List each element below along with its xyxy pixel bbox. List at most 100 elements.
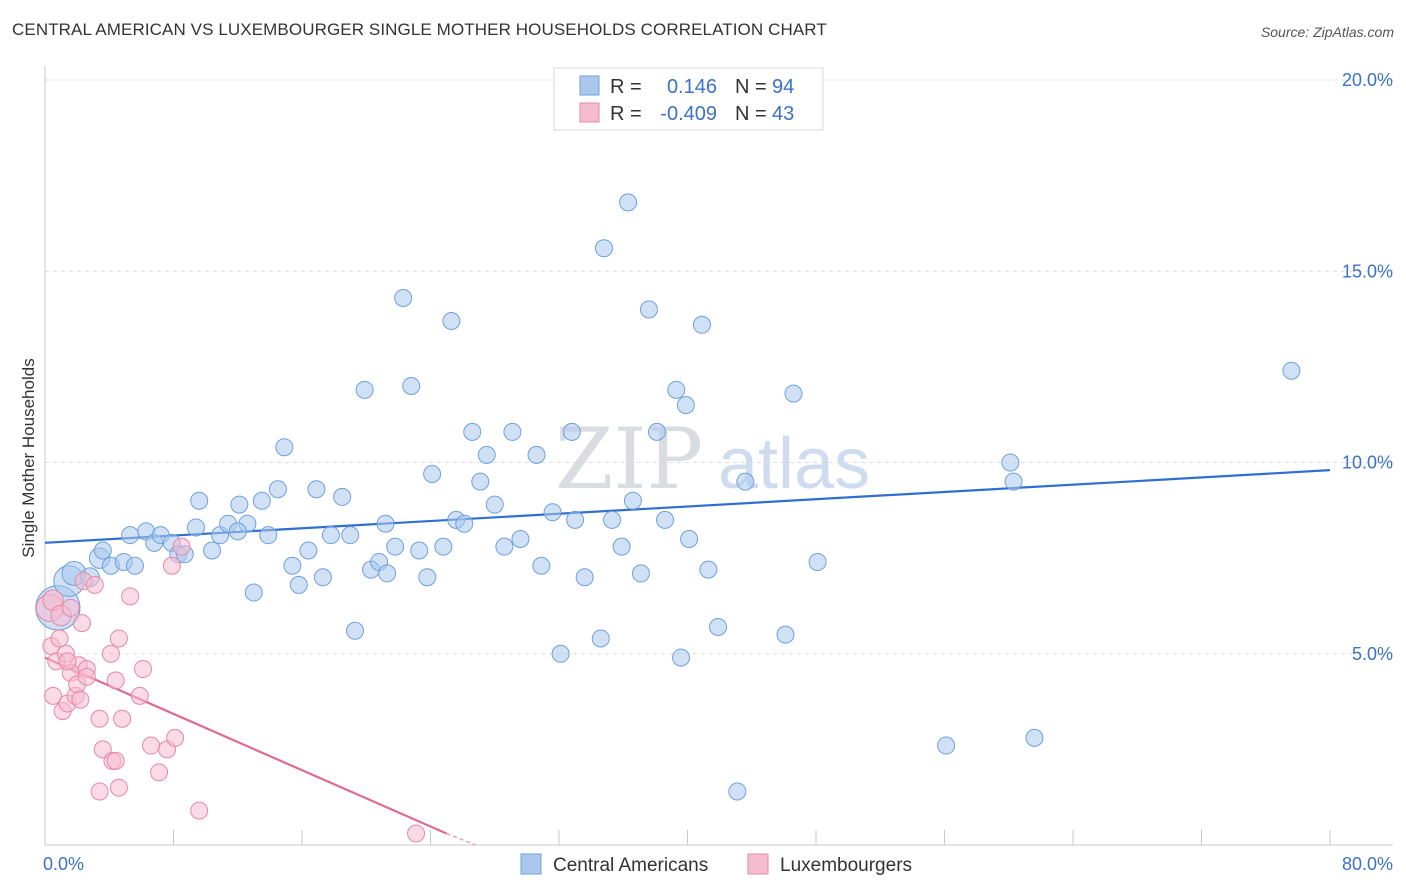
point-0-67 <box>612 537 631 556</box>
legend-swatch-central <box>579 75 600 96</box>
point-0-44 <box>418 568 437 587</box>
point-0-69 <box>623 491 642 510</box>
watermark: ZIP atlas <box>555 410 870 508</box>
point-0-27 <box>275 438 294 457</box>
point-1-37 <box>85 575 104 594</box>
point-0-32 <box>313 568 332 587</box>
chart-title: CENTRAL AMERICAN VS LUXEMBOURGER SINGLE … <box>12 20 827 39</box>
legend-r-label-2: R = <box>610 103 642 125</box>
point-0-72 <box>647 422 666 441</box>
stats-legend: R = 0.146 N = 94 R = -0.409 N = 43 <box>553 67 824 131</box>
point-1-29 <box>162 556 181 575</box>
point-0-68 <box>619 193 638 212</box>
series-label-central: Central Americans <box>553 855 708 876</box>
point-0-71 <box>639 300 658 319</box>
point-0-58 <box>532 556 551 575</box>
point-0-77 <box>692 315 711 334</box>
legend-n-label-1: N = <box>735 76 767 98</box>
point-0-51 <box>471 472 490 491</box>
point-0-81 <box>736 472 755 491</box>
point-0-35 <box>341 526 360 545</box>
point-0-93 <box>376 514 395 533</box>
point-1-14 <box>90 709 109 728</box>
point-0-49 <box>455 514 474 533</box>
point-0-73 <box>656 510 675 529</box>
point-0-45 <box>423 464 442 483</box>
point-0-90 <box>355 380 374 399</box>
point-0-30 <box>299 541 318 560</box>
point-0-83 <box>784 384 803 403</box>
point-1-40 <box>106 751 125 770</box>
point-1-3 <box>61 598 80 617</box>
legend-r-label-1: R = <box>610 76 642 98</box>
point-0-26 <box>268 480 287 499</box>
point-1-25 <box>150 763 169 782</box>
watermark-zip: ZIP <box>555 410 703 508</box>
point-0-8 <box>121 526 140 545</box>
point-0-63 <box>575 568 594 587</box>
point-0-85 <box>937 736 956 755</box>
legend-n-value-2: 43 <box>772 103 794 125</box>
point-0-17 <box>190 491 209 510</box>
point-0-82 <box>776 625 795 644</box>
point-0-41 <box>394 289 413 308</box>
point-0-76 <box>676 396 695 415</box>
point-1-21 <box>113 709 132 728</box>
point-0-64 <box>591 629 610 648</box>
point-1-27 <box>166 728 185 747</box>
series-swatch-central <box>520 853 542 875</box>
legend-r-value-1: 0.146 <box>667 76 717 98</box>
legend-n-value-1: 94 <box>772 76 794 98</box>
point-0-9 <box>125 556 144 575</box>
point-1-30 <box>190 801 209 820</box>
point-1-28 <box>172 537 191 556</box>
y-tick-label-3: 20.0% <box>1342 70 1393 90</box>
y-tick-label-2: 15.0% <box>1342 261 1393 281</box>
point-0-84 <box>808 552 827 571</box>
point-0-34 <box>333 487 352 506</box>
source-note: Source: ZipAtlas.com <box>1260 24 1394 40</box>
point-0-87 <box>1004 472 1023 491</box>
point-0-25 <box>259 526 278 545</box>
point-0-79 <box>709 617 728 636</box>
point-0-28 <box>283 556 302 575</box>
legend-swatch-luxembourger <box>579 102 600 123</box>
point-0-80 <box>728 782 747 801</box>
point-1-22 <box>121 587 140 606</box>
point-0-33 <box>321 526 340 545</box>
point-1-32 <box>72 614 91 633</box>
y-axis-label: Single Mother Households <box>19 358 38 557</box>
point-0-57 <box>527 445 546 464</box>
point-0-23 <box>244 583 263 602</box>
point-0-47 <box>442 311 461 330</box>
point-1-33 <box>50 629 69 648</box>
point-0-78 <box>699 560 718 579</box>
data-points <box>35 193 1301 843</box>
point-1-17 <box>109 778 128 797</box>
legend-n-label-2: N = <box>735 103 767 125</box>
point-0-18 <box>203 541 222 560</box>
legend-r-value-2: -0.409 <box>660 103 717 125</box>
point-0-40 <box>386 537 405 556</box>
point-0-88 <box>1025 728 1044 747</box>
gridlines <box>45 79 1393 655</box>
point-0-42 <box>402 377 421 395</box>
point-0-75 <box>672 648 691 667</box>
point-1-18 <box>90 782 109 801</box>
point-0-16 <box>186 518 205 537</box>
point-0-46 <box>434 537 453 556</box>
point-0-5 <box>93 541 112 560</box>
series-swatch-luxembourger <box>747 853 769 875</box>
point-0-60 <box>551 644 570 663</box>
point-0-36 <box>346 621 365 640</box>
point-1-31 <box>407 824 426 843</box>
point-0-86 <box>1001 453 1020 472</box>
point-0-31 <box>307 480 326 499</box>
point-0-66 <box>603 510 622 529</box>
x-tick-label-0: 0.0% <box>43 854 84 874</box>
trend-line-0 <box>44 469 1331 544</box>
axes <box>44 66 1393 846</box>
point-0-74 <box>667 380 686 399</box>
point-0-62 <box>566 510 585 529</box>
